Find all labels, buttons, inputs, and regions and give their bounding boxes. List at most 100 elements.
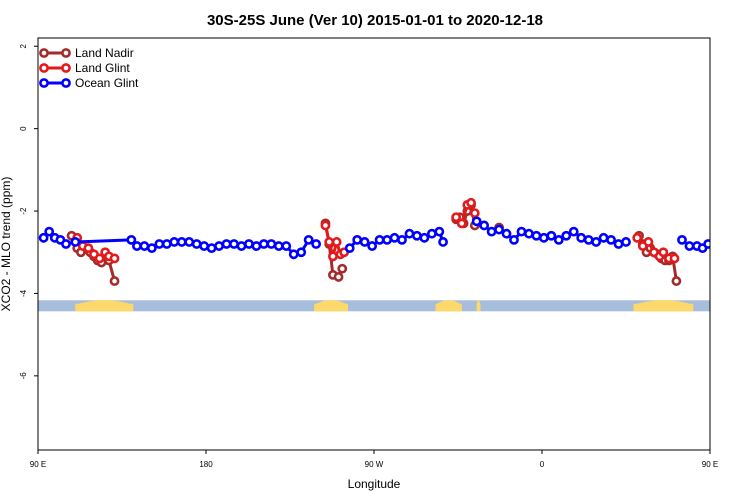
x-axis: 90 E 180 90 W 0 90 E [30, 450, 718, 469]
y-axis: 2 0 -2 -4 -6 [19, 43, 38, 379]
data-point [229, 239, 239, 249]
data-point [328, 251, 338, 262]
legend-marker [61, 63, 71, 73]
data-point [568, 226, 579, 237]
legend-marker [39, 48, 49, 58]
y-tick-label: -2 [19, 207, 28, 215]
data-point [471, 216, 482, 227]
data-point [538, 232, 549, 243]
data-point [303, 234, 314, 245]
data-point [109, 253, 120, 264]
data-point [546, 230, 557, 241]
data-point [632, 232, 643, 243]
data-point [712, 238, 719, 245]
data-point [382, 234, 392, 245]
data-point [419, 232, 430, 243]
data-point [324, 237, 335, 247]
data-point [591, 237, 602, 247]
data-point [169, 237, 180, 247]
data-point [598, 232, 609, 243]
data-point [606, 234, 616, 245]
data-point [426, 228, 437, 239]
data-point [412, 230, 422, 241]
data-point [184, 237, 195, 247]
data-point [199, 241, 210, 251]
data-point [671, 276, 682, 286]
y-tick-label: -4 [19, 289, 28, 297]
data-point [516, 226, 527, 237]
data-point [561, 230, 572, 241]
data-point [176, 237, 187, 247]
data-point [434, 226, 445, 237]
data-point [161, 239, 172, 249]
data-point [344, 243, 355, 254]
data-point [531, 230, 542, 241]
data-point [320, 220, 331, 231]
data-point [703, 239, 710, 249]
legend-item-ocean-glint: Ocean Glint [39, 76, 139, 90]
data-point [83, 243, 94, 254]
data-point [367, 241, 378, 251]
data-point [397, 234, 407, 245]
data-point [236, 241, 247, 251]
x-tick-label: 90 E [30, 460, 46, 469]
data-point [677, 234, 687, 245]
surface-band-land-base-3 [476, 303, 481, 312]
data-point [266, 239, 277, 249]
legend-label: Ocean Glint [75, 76, 139, 90]
data-point [44, 226, 55, 237]
data-point [479, 220, 490, 231]
legend-label: Land Glint [75, 61, 130, 75]
surface-band-land-base-0 [75, 303, 134, 312]
data-point [451, 212, 462, 223]
data-point [576, 232, 587, 243]
data-point [352, 234, 363, 245]
data-point [658, 247, 669, 258]
data-point [509, 234, 519, 245]
data-point [456, 218, 467, 229]
data-point [469, 208, 480, 218]
legend-marker [39, 78, 49, 88]
data-point [501, 228, 512, 239]
data-point [684, 241, 695, 251]
data-point [466, 197, 476, 208]
data-point [669, 253, 680, 264]
data-point [146, 243, 157, 254]
series-land-glint [72, 197, 680, 264]
data-point [524, 228, 534, 239]
data-point [94, 253, 105, 264]
data-point [38, 232, 49, 243]
x-tick-label: 90 W [365, 460, 384, 469]
surface-band-land-base-1 [314, 303, 348, 312]
data-point [281, 241, 292, 251]
data-point [221, 239, 232, 249]
data-point [311, 239, 322, 249]
data-point [139, 241, 150, 251]
data-point [643, 237, 654, 247]
data-point [214, 241, 224, 251]
data-point [251, 241, 262, 251]
surface-band-land-base-2 [435, 303, 462, 312]
data-point [109, 276, 120, 286]
legend-marker [39, 63, 49, 73]
legend-item-land-glint: Land Glint [39, 61, 130, 75]
y-tick-label: -6 [19, 372, 28, 380]
surface-band-ocean [38, 300, 710, 312]
data-point [438, 237, 448, 247]
data-point [583, 234, 594, 245]
data-point [337, 263, 348, 274]
data-point [553, 234, 564, 245]
data-point [331, 237, 342, 247]
data-point [244, 239, 254, 249]
y-tick-label: 2 [19, 43, 28, 48]
data-point [296, 247, 307, 258]
y-tick-label: 0 [19, 126, 28, 131]
data-point [132, 241, 142, 251]
data-point [61, 239, 71, 249]
x-axis-title: Longitude [348, 477, 401, 491]
data-point [126, 234, 137, 245]
data-point [258, 239, 269, 249]
